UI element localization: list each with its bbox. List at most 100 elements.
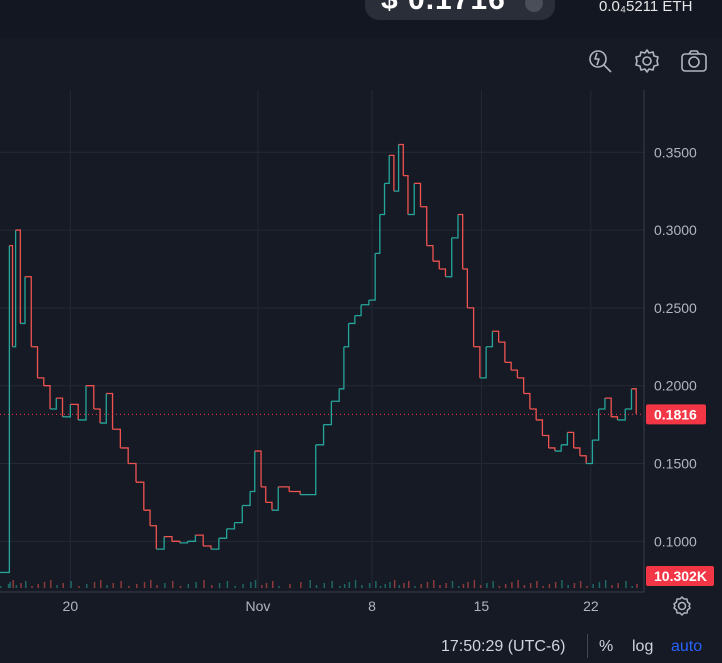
price-step	[234, 505, 243, 524]
volume-bar	[315, 585, 318, 588]
magic-zoom-icon[interactable]	[585, 46, 615, 76]
price-step	[586, 440, 594, 465]
volume-bar	[486, 583, 488, 588]
camera-icon[interactable]	[679, 46, 709, 76]
volume-bar	[85, 584, 88, 588]
volume-tag: 10.302K	[654, 568, 707, 584]
price-step	[486, 331, 494, 348]
price-step	[631, 388, 637, 414]
price-step	[529, 408, 537, 420]
price-step	[331, 388, 340, 402]
price-step	[50, 398, 57, 410]
volume-bar	[20, 583, 22, 588]
volume-bar	[25, 581, 27, 588]
top-bar: $ 0.1716 0.0₄5211 ETH	[0, 0, 722, 38]
log-scale-button[interactable]: log	[632, 638, 654, 655]
time-tick-label: 15	[474, 598, 490, 614]
price-step	[403, 174, 409, 215]
price-step	[187, 535, 197, 542]
volume-bar	[467, 582, 469, 588]
price-step	[323, 401, 333, 426]
volume-bar	[451, 581, 454, 588]
volume-bar	[339, 586, 341, 588]
volume-bar	[579, 581, 582, 588]
volume-tag-bg	[646, 566, 714, 586]
price-step	[211, 538, 220, 550]
eth-value: 0.0₄5211 ETH	[599, 0, 693, 15]
price-step	[611, 416, 619, 420]
price-step	[135, 481, 145, 511]
volume-bar	[631, 586, 633, 588]
price-step	[226, 522, 236, 530]
price-step	[384, 155, 390, 185]
volume-bar	[598, 582, 601, 588]
percent-scale-button[interactable]: %	[599, 638, 614, 655]
price-step	[445, 237, 453, 278]
price-step	[78, 385, 87, 421]
price-tick-label: 0.2500	[654, 300, 697, 316]
volume-bar	[573, 583, 576, 588]
volume-bar	[361, 585, 363, 588]
price-axis[interactable]: 0.3500 0.3000 0.2500 0.2000 0.1500 0.1000	[654, 144, 697, 549]
volume-bar	[128, 586, 130, 588]
price-step	[604, 397, 612, 417]
bottom-bar	[0, 628, 722, 663]
price-step	[278, 486, 290, 492]
price-badge-icon	[525, 0, 543, 12]
price-step	[426, 244, 434, 262]
price-step	[379, 183, 386, 216]
price-step	[70, 403, 79, 420]
volume-bar	[289, 584, 291, 588]
volume-bar	[226, 581, 229, 588]
axis-settings-gear-icon[interactable]	[670, 594, 694, 618]
price-step	[492, 330, 500, 343]
volume-bars	[0, 580, 638, 588]
volume-bar	[462, 584, 465, 588]
volume-bar	[9, 582, 11, 588]
timezone-clock[interactable]: 17:50:29 (UTC-6)	[441, 638, 566, 655]
volume-bar	[354, 580, 357, 588]
price-step	[271, 486, 279, 511]
volume-bar	[445, 583, 447, 588]
price-step	[31, 346, 39, 378]
price-step	[375, 214, 381, 255]
price-series	[0, 143, 637, 574]
volume-bar	[611, 585, 613, 588]
price-tick-label: 0.3000	[654, 222, 697, 238]
volume-bar	[617, 583, 619, 588]
volume-bar	[70, 581, 72, 588]
price-step	[106, 392, 114, 430]
current-price-tag-bg	[646, 404, 706, 425]
gear-icon[interactable]	[632, 46, 662, 76]
price-step	[432, 260, 440, 269]
volume-bar	[323, 583, 326, 588]
volume-bar	[636, 584, 638, 588]
volume-bar	[261, 585, 263, 588]
price-step	[517, 377, 525, 394]
price-step	[143, 509, 151, 526]
price-step	[315, 424, 325, 446]
volume-bar	[150, 580, 152, 588]
volume-bar	[15, 585, 18, 588]
auto-scale-button[interactable]: auto	[671, 638, 703, 655]
volume-bar	[504, 584, 507, 588]
price-step	[156, 536, 165, 550]
price-step	[567, 431, 575, 448]
volume-bar	[479, 585, 482, 588]
price-step	[250, 451, 256, 493]
volume-bar	[164, 583, 166, 588]
volume-bar	[368, 583, 371, 588]
price-step	[617, 409, 626, 421]
volume-bar	[309, 580, 311, 588]
price-display-text: $ 0.1716	[381, 0, 506, 17]
price-step	[20, 276, 26, 325]
volume-bar	[265, 583, 268, 588]
price-step	[242, 491, 251, 507]
volume-bar	[604, 580, 607, 588]
price-step	[407, 183, 415, 216]
time-axis[interactable]: 20 Nov 8 15 22	[63, 598, 599, 614]
price-step	[348, 315, 356, 325]
price-step	[120, 447, 129, 464]
volume-bar	[348, 582, 351, 588]
